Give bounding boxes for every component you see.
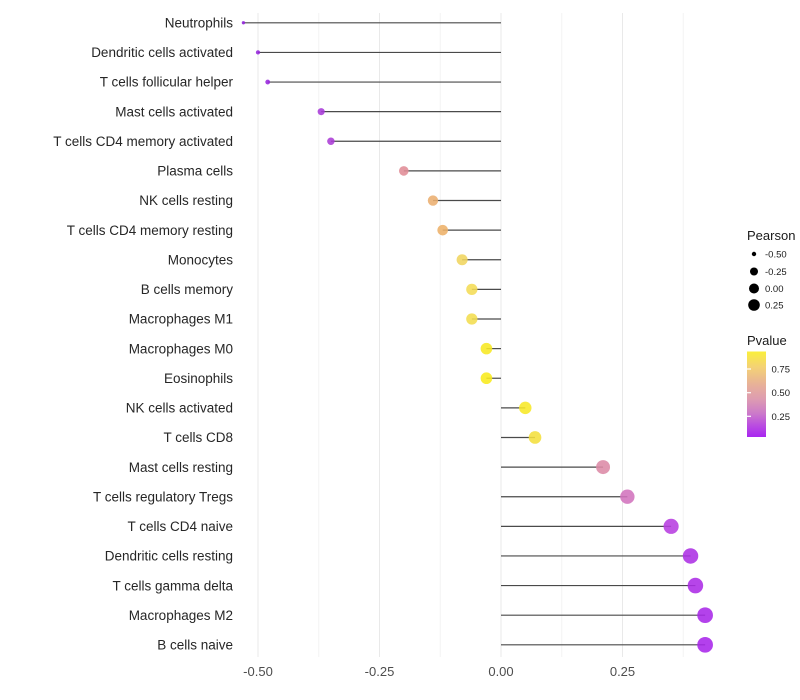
lollipop-dot <box>466 283 478 296</box>
category-label: NK cells resting <box>139 193 233 208</box>
x-tick-label: -0.50 <box>243 664 273 679</box>
category-label: Mast cells activated <box>115 104 233 119</box>
category-label: T cells CD8 <box>163 430 233 445</box>
lollipop-dot <box>596 460 611 475</box>
lollipop-dot <box>519 401 532 415</box>
category-label: T cells CD4 memory resting <box>67 223 233 238</box>
category-label: Macrophages M0 <box>129 341 233 356</box>
colorbar-tick-label: 0.50 <box>772 388 791 399</box>
size-legend-label: 0.00 <box>765 284 784 295</box>
size-legend-dot <box>749 283 759 294</box>
category-label: T cells gamma delta <box>112 578 233 593</box>
size-legend-title: Pearson <box>747 228 795 243</box>
category-label: T cells CD4 naive <box>127 519 233 534</box>
lollipop-dot <box>682 548 699 564</box>
lollipop-dot <box>697 636 713 653</box>
color-legend-title: Pvalue <box>747 333 787 348</box>
x-tick-label: -0.25 <box>365 664 395 679</box>
category-label: T cells regulatory Tregs <box>93 489 233 504</box>
size-legend-dot <box>748 299 760 311</box>
lollipop-dot <box>528 431 542 444</box>
colorbar-tick-label: 0.75 <box>772 365 791 376</box>
category-label: B cells memory <box>141 282 234 297</box>
x-tick-label: 0.00 <box>488 664 513 679</box>
size-legend-label: 0.25 <box>765 301 784 312</box>
size-legend-label: -0.25 <box>765 267 787 278</box>
lollipop-dot <box>241 21 246 25</box>
category-label: T cells CD4 memory activated <box>53 134 233 149</box>
x-tick-label: 0.25 <box>610 664 635 679</box>
lollipop-dot <box>437 224 448 236</box>
lollipop-dot <box>398 166 409 176</box>
size-legend-dot <box>751 251 757 257</box>
lollipop-dot <box>480 342 493 355</box>
lollipop-dot <box>255 50 261 55</box>
category-label: B cells naive <box>157 638 233 653</box>
lollipop-dot <box>620 489 635 504</box>
category-label: Dendritic cells resting <box>105 549 233 564</box>
lollipop-dot <box>480 372 493 385</box>
colorbar-tick-label: 0.25 <box>772 412 791 423</box>
category-label: Mast cells resting <box>129 460 233 475</box>
category-label: NK cells activated <box>126 401 233 416</box>
lollipop-dot <box>663 518 679 534</box>
category-label: Plasma cells <box>157 164 233 179</box>
size-legend-dot <box>750 267 758 276</box>
category-label: Macrophages M1 <box>129 312 233 327</box>
category-label: Eosinophils <box>164 371 233 386</box>
lollipop-dot <box>466 313 478 325</box>
pvalue-colorbar <box>747 351 766 437</box>
lollipop-dot <box>687 577 704 594</box>
dots-group <box>241 21 713 653</box>
category-label: T cells follicular helper <box>100 75 234 90</box>
lollipop-dot <box>327 137 335 146</box>
category-label: Dendritic cells activated <box>91 45 233 60</box>
lollipop-dot <box>317 108 325 116</box>
category-label: Macrophages M2 <box>129 608 233 623</box>
lollipop-dot <box>265 79 271 85</box>
stems-group <box>243 22 706 646</box>
category-label: Monocytes <box>168 252 234 267</box>
lollipop-dot <box>427 195 439 206</box>
category-label: Neutrophils <box>165 16 234 31</box>
size-legend-label: -0.50 <box>765 250 787 261</box>
lollipop-dot <box>456 254 468 266</box>
lollipop-dot <box>697 607 713 624</box>
